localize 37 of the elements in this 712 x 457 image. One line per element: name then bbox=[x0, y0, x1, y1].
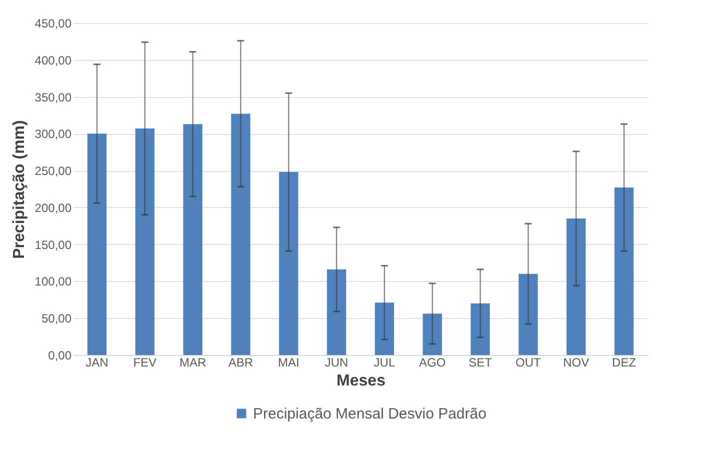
bar bbox=[518, 274, 538, 355]
y-tick-label: 100,00 bbox=[34, 274, 72, 289]
bar bbox=[279, 172, 298, 355]
x-tick-label: FEV bbox=[133, 356, 157, 370]
y-tick-label: 0,00 bbox=[48, 348, 72, 362]
x-tick-label: NOV bbox=[563, 356, 590, 370]
bar bbox=[87, 134, 107, 355]
y-tick-label: 200,00 bbox=[34, 200, 72, 215]
x-tick-label: MAI bbox=[278, 356, 300, 370]
legend-label: Precipiação Mensal Desvio Padrão bbox=[253, 406, 486, 422]
x-tick-label: DEZ bbox=[612, 356, 636, 370]
bar bbox=[422, 314, 442, 355]
y-tick-label: 450,00 bbox=[34, 16, 72, 30]
bar bbox=[470, 303, 490, 355]
bar bbox=[183, 124, 202, 355]
y-tick-label: 150,00 bbox=[34, 238, 72, 252]
x-axis-title: Meses bbox=[336, 372, 386, 390]
y-axis-title: Precipitação (mm) bbox=[10, 120, 28, 259]
y-tick-label: 350,00 bbox=[34, 90, 72, 104]
bar bbox=[135, 128, 154, 355]
x-tick-label: SET bbox=[468, 356, 493, 370]
x-tick-label: JUN bbox=[324, 356, 348, 370]
x-tick-label: JUL bbox=[374, 356, 396, 370]
x-tick-label: MAR bbox=[179, 356, 206, 370]
x-tick-label: AGO bbox=[419, 356, 446, 370]
y-tick-label: 250,00 bbox=[34, 164, 72, 178]
bar bbox=[326, 269, 346, 355]
bar bbox=[566, 218, 586, 355]
bar bbox=[614, 188, 634, 355]
x-tick-label: JAN bbox=[86, 356, 108, 370]
y-tick-label: 300,00 bbox=[34, 127, 72, 142]
x-tick-label: OUT bbox=[516, 356, 542, 370]
y-tick-label: 400,00 bbox=[34, 53, 72, 68]
y-tick-label: 50,00 bbox=[41, 312, 72, 326]
bar bbox=[231, 114, 250, 355]
bar bbox=[374, 302, 394, 355]
x-tick-label: ABR bbox=[228, 356, 254, 370]
